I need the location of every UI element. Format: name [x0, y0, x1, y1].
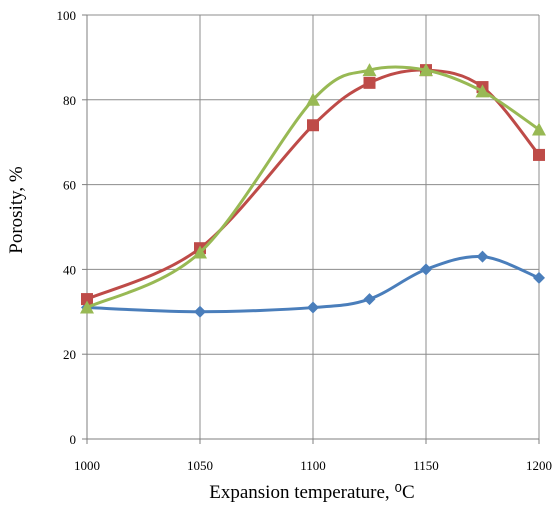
y-tick-label: 40	[63, 262, 76, 277]
y-tick-label: 20	[63, 347, 76, 362]
triangle-marker	[193, 245, 207, 259]
x-tick-label: 1200	[526, 458, 552, 473]
axes	[82, 14, 540, 444]
y-tick-label: 80	[63, 93, 76, 108]
diamond-marker	[194, 305, 206, 318]
x-tick-label: 1150	[413, 458, 439, 473]
triangle-marker	[306, 92, 320, 106]
series-layer	[80, 63, 546, 318]
triangle-marker	[532, 122, 546, 136]
diamond-marker	[363, 293, 376, 306]
square-marker	[81, 293, 93, 306]
triangle-marker	[419, 63, 433, 77]
y-axis-title: Porosity, %	[6, 166, 27, 254]
square-marker	[307, 119, 319, 132]
diamond-marker	[307, 301, 319, 314]
x-tick-label: 1100	[300, 458, 326, 473]
y-tick-label: 0	[70, 432, 77, 447]
diamond-marker	[476, 250, 489, 263]
triangle-marker	[362, 63, 377, 77]
x-tick-label: 1050	[187, 458, 213, 473]
x-tick-labels: 1000 1050 1100 1150 1200	[74, 458, 552, 473]
series-3	[80, 63, 546, 314]
square-marker	[533, 148, 545, 161]
square-marker	[363, 76, 376, 89]
diamond-marker	[533, 271, 545, 284]
x-tick-label: 1000	[74, 458, 100, 473]
y-tick-label: 100	[57, 8, 77, 23]
triangle-marker	[80, 300, 94, 314]
triangle-marker	[475, 84, 490, 98]
y-tick-labels: 0 20 40 60 80 100	[57, 8, 77, 447]
x-axis-title: Expansion temperature, ⁰C	[209, 482, 414, 503]
diamond-marker	[420, 263, 432, 276]
y-tick-label: 60	[63, 178, 76, 193]
